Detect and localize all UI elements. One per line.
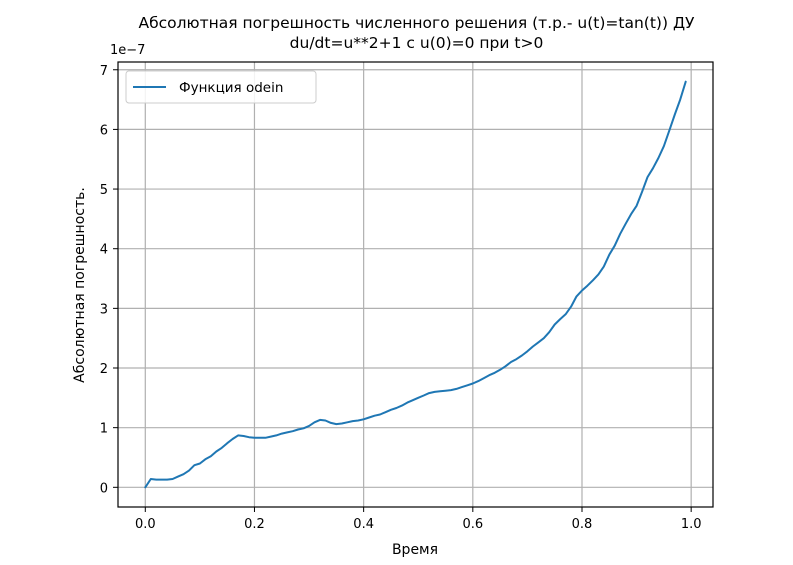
y-tick-label: 0 [100,481,108,496]
x-tick-label: 0.8 [572,517,593,532]
chart-subtitle: du/dt=u**2+1 с u(0)=0 при t>0 [289,34,544,52]
y-tick-label: 2 [100,362,108,377]
y-tick-label: 7 [100,64,108,79]
x-tick-label: 0.0 [135,517,156,532]
x-axis-label: Время [392,542,438,558]
x-tick-label: 1.0 [681,517,702,532]
y-axis-ticks: 0 1 2 3 4 5 6 7 [100,64,118,496]
y-tick-label: 3 [100,302,108,317]
x-tick-label: 0.6 [462,517,483,532]
legend-box [125,70,317,104]
y-tick-label: 1 [100,422,108,437]
plot-area [118,62,713,507]
y-tick-label: 6 [100,123,108,138]
grid-lines [118,62,713,507]
legend: Функция odein [125,70,317,104]
y-tick-label: 5 [100,183,108,198]
x-tick-label: 0.4 [353,517,374,532]
x-axis-ticks: 0.0 0.2 0.4 0.6 0.8 1.0 [135,507,702,532]
data-series [144,80,687,489]
y-offset-label: 1e−7 [110,43,145,58]
chart-title: Абсолютная погрешность численного решени… [138,14,695,32]
x-tick-label: 0.2 [244,517,265,532]
y-tick-label: 4 [100,243,108,258]
legend-label: Функция odein [179,80,283,96]
y-axis-label: Абсолютная погрешность. [72,187,88,383]
series-line [144,80,687,489]
axes-frame [117,61,714,508]
